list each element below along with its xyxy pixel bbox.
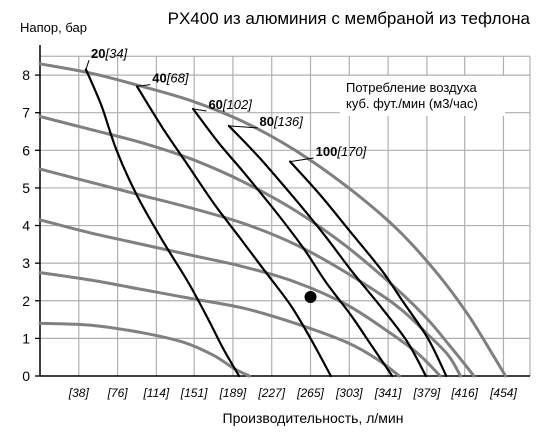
curve-label-20: 20[34] bbox=[91, 46, 128, 61]
curve-label-m3h-20: [34] bbox=[105, 46, 128, 61]
x-tick-label-3: [151] bbox=[180, 386, 208, 400]
x-tick-label-11: [454] bbox=[489, 386, 517, 400]
curve-label-cfm-60: 60 bbox=[208, 97, 222, 112]
x-tick-label-8: [341] bbox=[374, 386, 402, 400]
curve-leader-60 bbox=[193, 108, 207, 112]
curve-label-cfm-100: 100 bbox=[316, 144, 338, 159]
legend-note-background bbox=[340, 76, 505, 116]
operating-point bbox=[304, 291, 317, 304]
curve-label-cfm-80: 80 bbox=[259, 114, 273, 129]
pressure-curve-2 bbox=[38, 167, 463, 378]
x-tick-label-7: [303] bbox=[335, 386, 363, 400]
legend-note-line2: куб. фут./мин (м3/час) bbox=[346, 96, 478, 111]
pressure-curve-4 bbox=[38, 271, 401, 378]
x-tick-label-10: [416] bbox=[450, 386, 478, 400]
operating-point-marker bbox=[304, 291, 317, 304]
x-tick-labels: [38] [76] [114] [151] [189] [227] [265] [303] [3… bbox=[68, 386, 518, 400]
curve-leader-100 bbox=[290, 157, 314, 163]
air-consumption-curves bbox=[84, 68, 448, 378]
y-tick-labels: 0 1 2 3 4 5 6 7 8 bbox=[22, 67, 30, 384]
x-tick-label-0: [38] bbox=[68, 386, 90, 400]
curve-label-100: 100[170] bbox=[316, 144, 367, 159]
air-curve-60 bbox=[192, 107, 394, 378]
y-tick-label-8: 8 bbox=[22, 67, 30, 83]
curve-label-80: 80[136] bbox=[259, 114, 303, 129]
pressure-curve-1 bbox=[38, 115, 476, 378]
x-axis-label: Производительность, л/мин bbox=[223, 410, 404, 426]
air-curve-40 bbox=[135, 85, 332, 378]
y-tick-label-3: 3 bbox=[22, 255, 30, 271]
x-tick-label-9: [379] bbox=[413, 386, 441, 400]
curve-label-cfm-40: 40 bbox=[152, 71, 166, 86]
air-curve-80 bbox=[227, 124, 427, 378]
curve-label-m3h-100: [170] bbox=[336, 144, 366, 159]
pressure-curve-0 bbox=[38, 62, 507, 378]
y-tick-label-4: 4 bbox=[22, 218, 30, 234]
y-tick-label-0: 0 bbox=[22, 368, 30, 384]
curve-labels: 20[34] 40[68] 60[102] 80[136] 100[170] bbox=[85, 46, 367, 163]
y-tick-label-5: 5 bbox=[22, 180, 30, 196]
curve-label-60: 60[102] bbox=[208, 97, 252, 112]
x-tick-label-5: [227] bbox=[257, 386, 285, 400]
y-axis-label: Напор, бар bbox=[20, 20, 87, 35]
pressure-curve-3 bbox=[38, 218, 442, 378]
pressure-curves bbox=[38, 62, 507, 378]
curve-label-cfm-20: 20 bbox=[91, 46, 105, 61]
x-tick-label-6: [265] bbox=[296, 386, 324, 400]
y-tick-label-1: 1 bbox=[22, 330, 30, 346]
x-tick-label-2: [114] bbox=[142, 386, 169, 400]
air-curve-100 bbox=[289, 160, 448, 378]
pressure-curve-5 bbox=[38, 321, 251, 378]
y-tick-label-7: 7 bbox=[22, 105, 30, 121]
grid-lines bbox=[40, 55, 531, 376]
air-curve-20 bbox=[84, 68, 241, 378]
chart-title: PX400 из алюминия с мембраной из тефлона bbox=[168, 9, 531, 28]
curve-leader-80 bbox=[228, 125, 258, 129]
legend-note-line1: Потребление воздуха bbox=[346, 80, 477, 95]
x-tick-label-4: [189] bbox=[219, 386, 247, 400]
curve-label-40: 40[68] bbox=[152, 71, 189, 86]
x-tick-label-1: [76] bbox=[107, 386, 129, 400]
curve-label-m3h-60: [102] bbox=[222, 97, 252, 112]
y-tick-label-6: 6 bbox=[22, 142, 30, 158]
curve-leader-20 bbox=[85, 60, 90, 70]
axes bbox=[35, 45, 530, 377]
curve-label-m3h-40: [68] bbox=[166, 71, 189, 86]
y-tick-label-2: 2 bbox=[22, 293, 30, 309]
curve-leader-40 bbox=[136, 84, 151, 87]
curve-label-m3h-80: [136] bbox=[273, 114, 303, 129]
